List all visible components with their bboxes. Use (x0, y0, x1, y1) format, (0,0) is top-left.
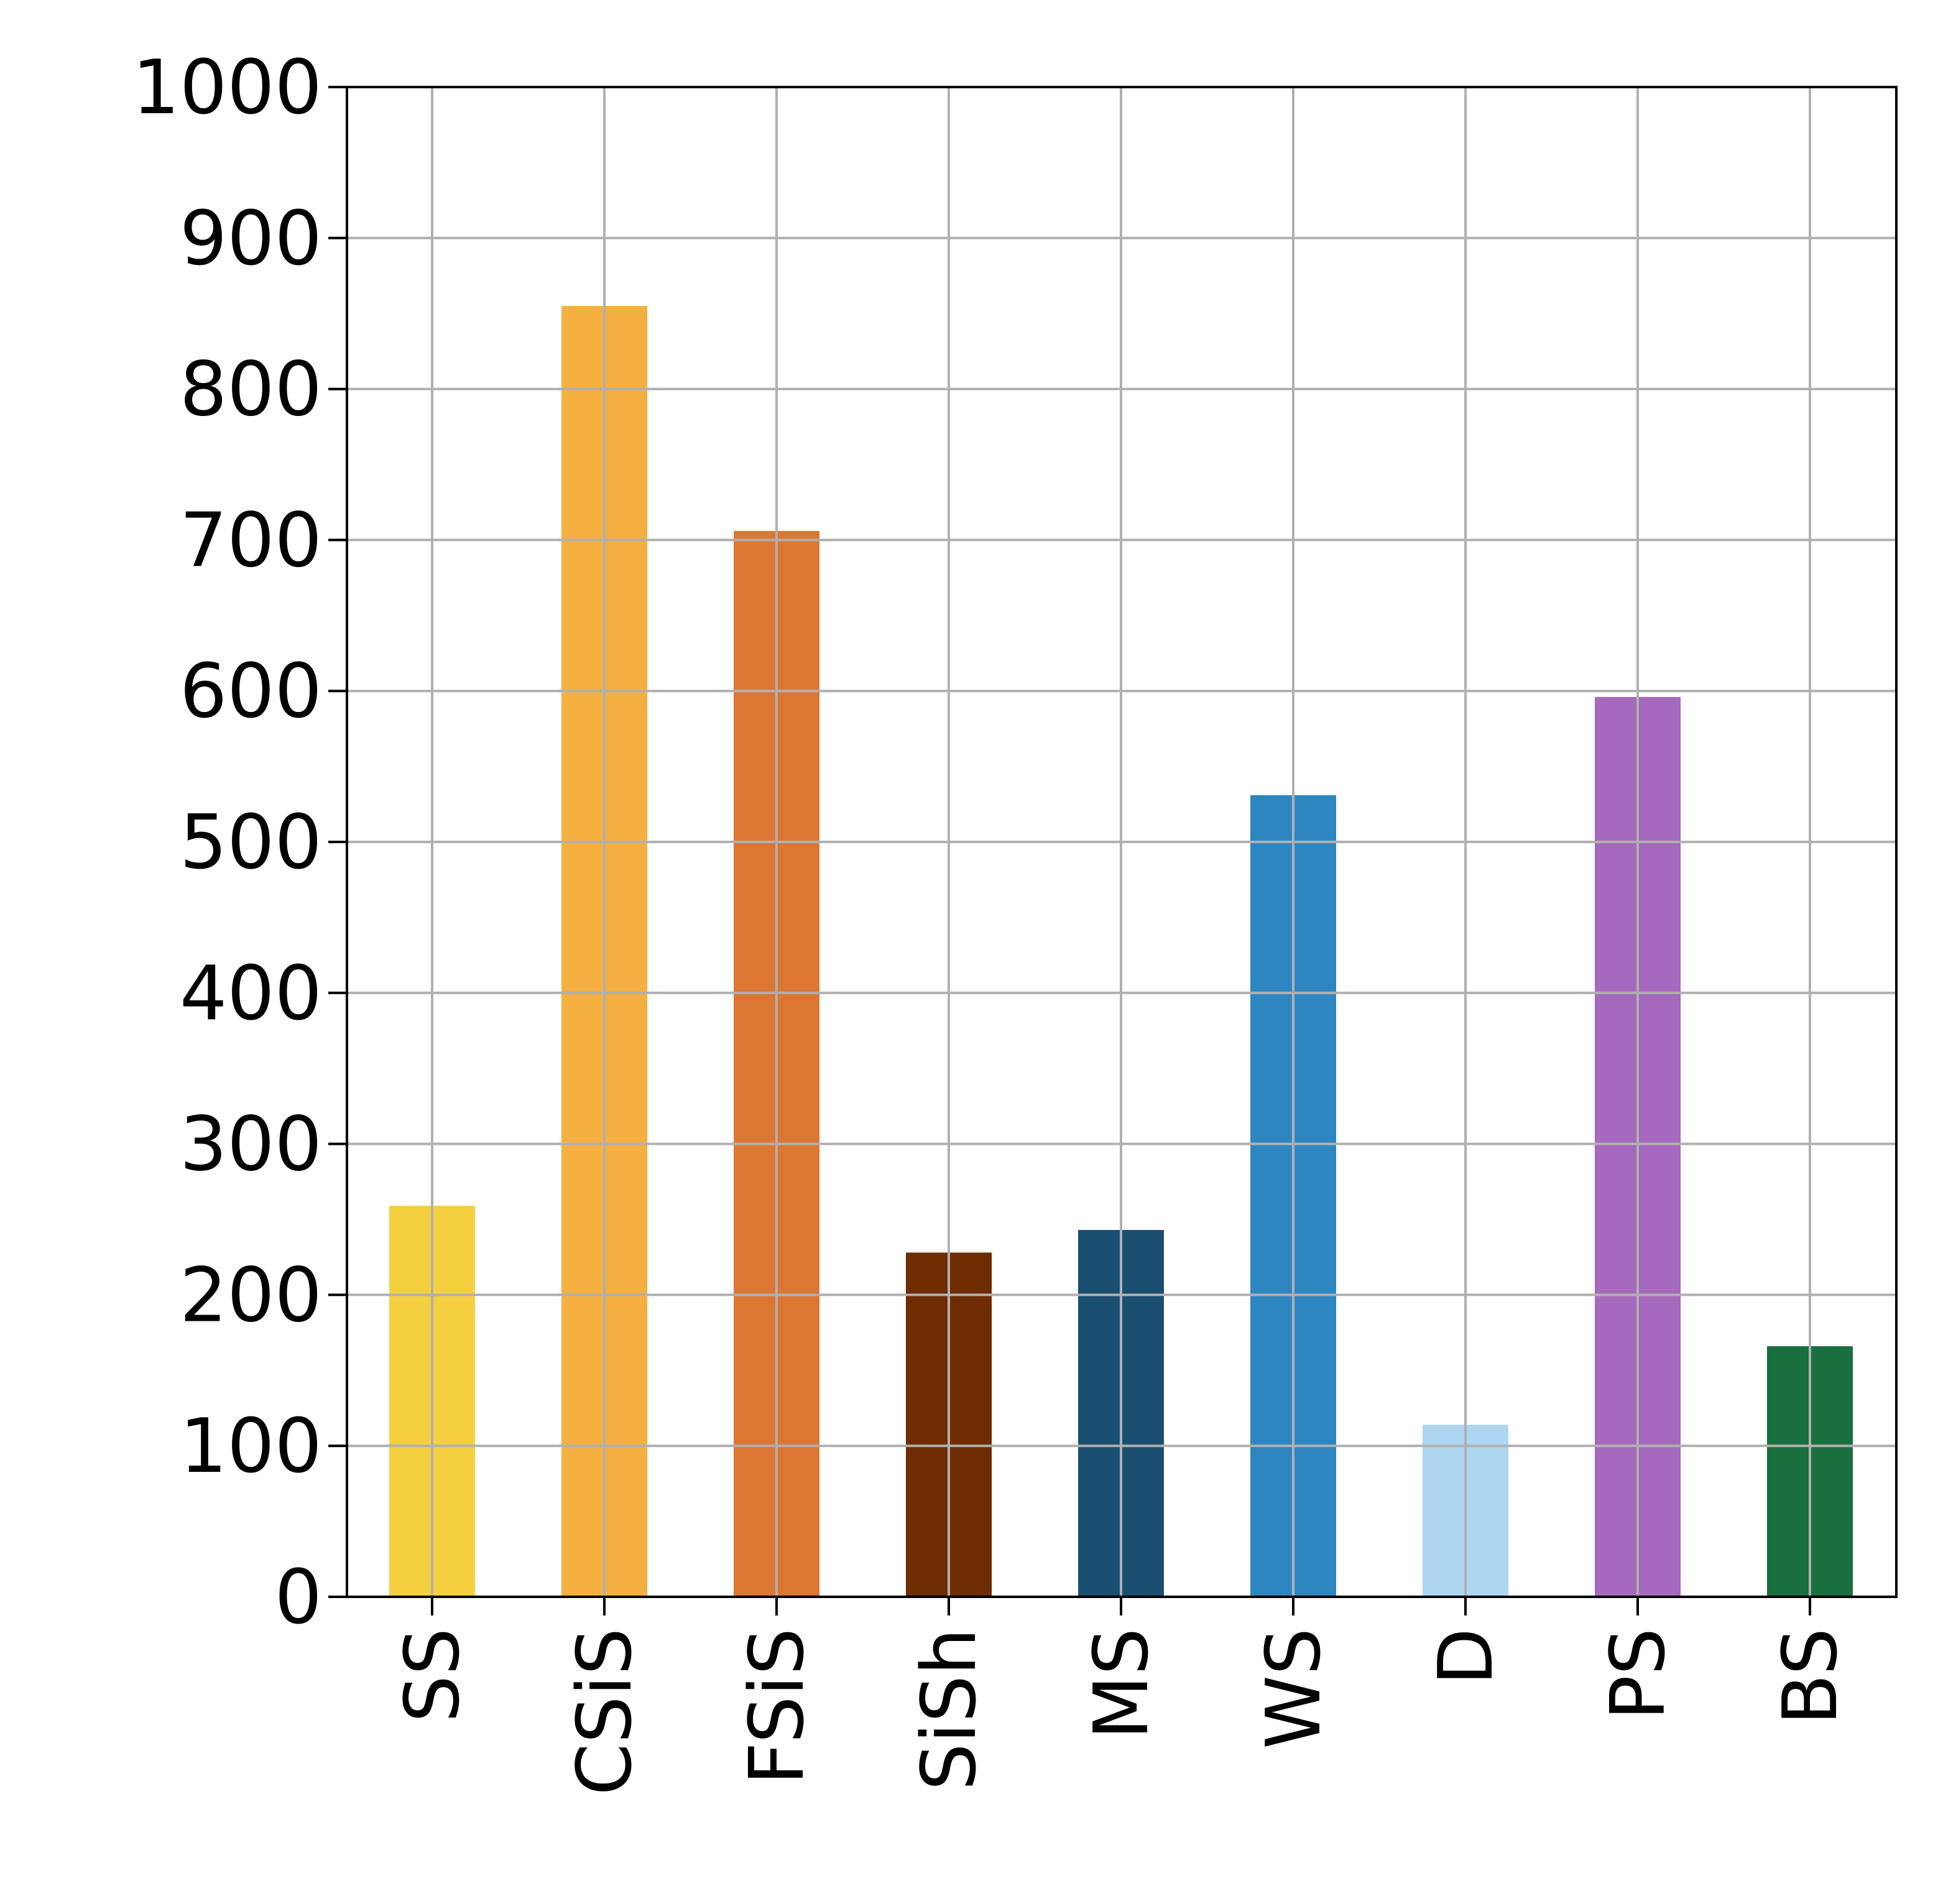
y-tick-label: 0 (275, 1555, 322, 1641)
x-axis: SS CSiS FSiS SiSh MS WS D PS BS (390, 1597, 1854, 1795)
y-tick-label: 600 (180, 649, 322, 735)
x-tick-label-ps: PS (1595, 1628, 1682, 1721)
x-tick-label-ws: WS (1251, 1628, 1337, 1749)
y-tick-label: 900 (180, 196, 322, 282)
x-tick-label-ms: MS (1079, 1628, 1165, 1740)
y-tick-label: 200 (180, 1252, 322, 1339)
y-axis: 0 100 200 300 400 500 600 700 800 900 1000 (132, 45, 347, 1641)
y-tick-label: 300 (180, 1102, 322, 1188)
y-tick-label: 1000 (132, 45, 322, 131)
x-tick-label-fsis: FSiS (734, 1628, 821, 1785)
y-tick-label: 700 (180, 497, 322, 584)
x-tick-label-bs: BS (1768, 1628, 1854, 1725)
y-tick-label: 400 (180, 951, 322, 1037)
y-tick-label: 100 (180, 1403, 322, 1490)
y-tick-label: 800 (180, 347, 322, 433)
y-tick-label: 500 (180, 800, 322, 886)
x-tick-label-d: D (1423, 1628, 1510, 1685)
x-tick-label-csis: CSiS (562, 1628, 648, 1795)
x-tick-label-ss: SS (390, 1628, 476, 1722)
x-tick-label-sish: SiSh (907, 1628, 993, 1791)
